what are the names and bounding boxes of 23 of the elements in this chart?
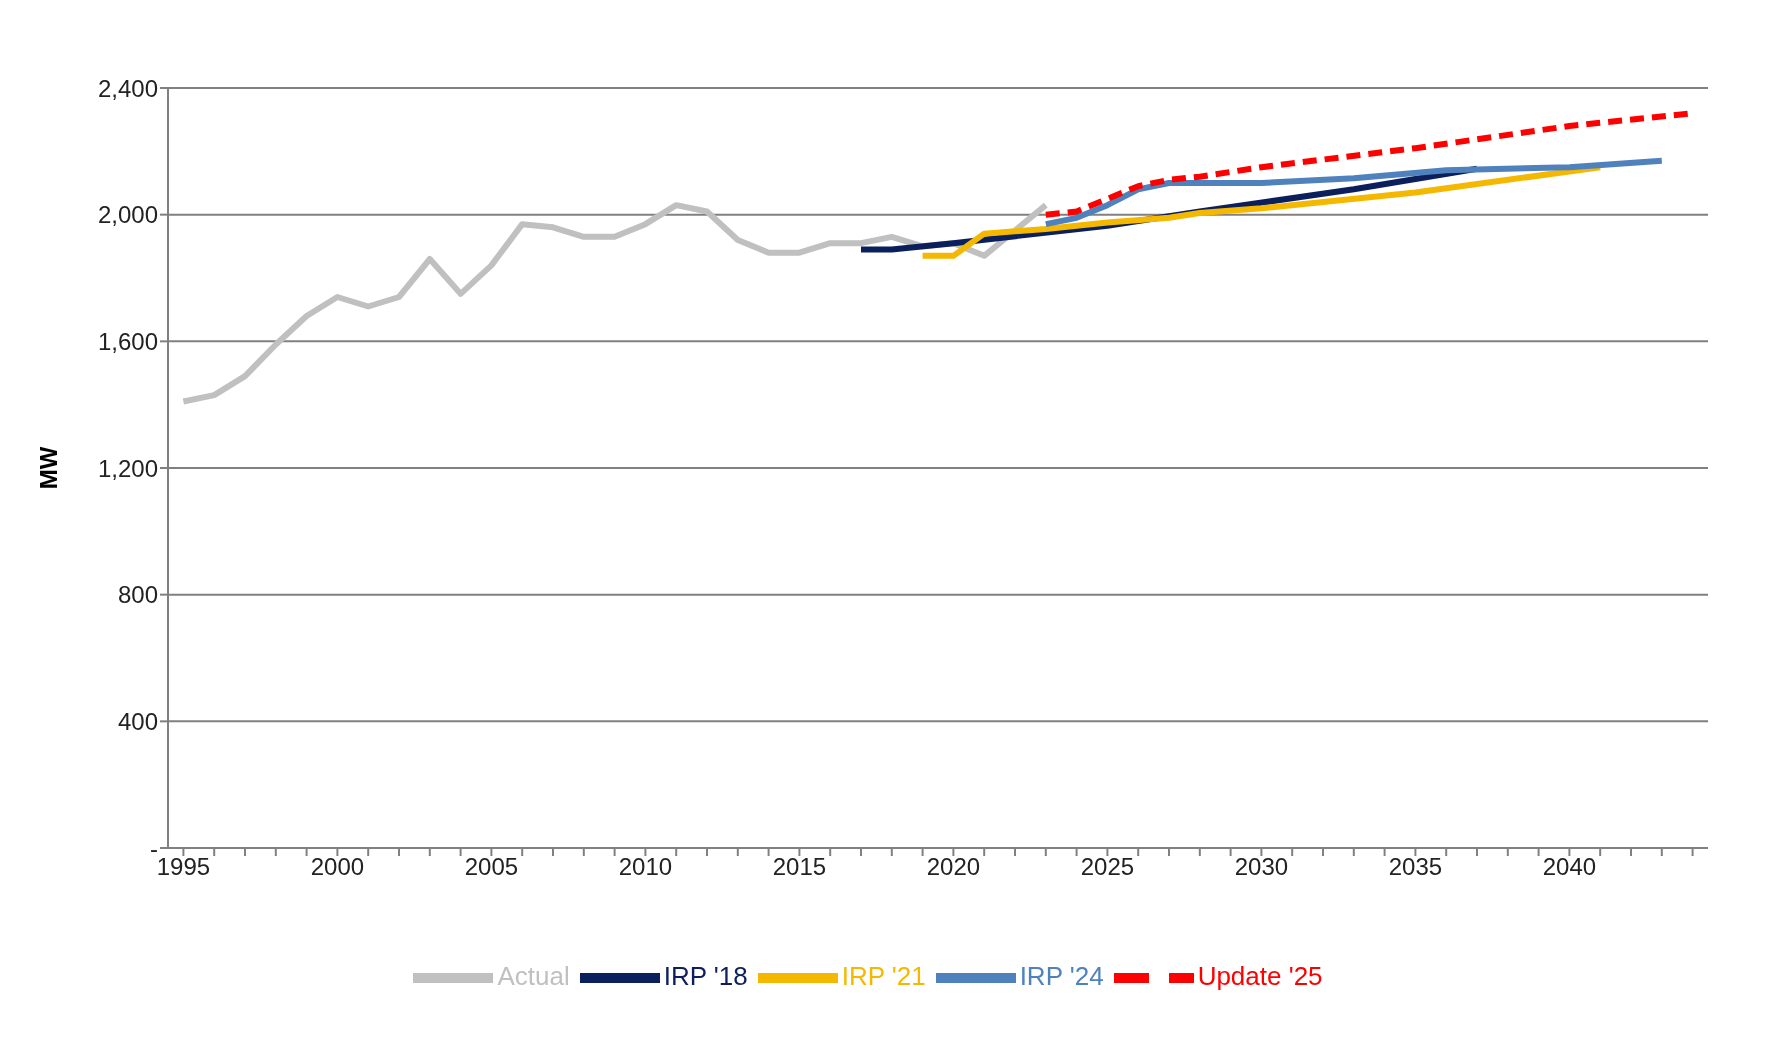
legend-label: Actual — [497, 960, 570, 991]
x-tick-label: 2005 — [464, 853, 519, 881]
y-tick-label: 2,400 — [97, 74, 158, 102]
x-tick-label: 2040 — [1542, 853, 1597, 881]
x-tick-label: 2015 — [772, 853, 827, 881]
legend-label: Update '25 — [1197, 960, 1323, 991]
y-tick-label: 1,200 — [97, 454, 158, 482]
y-tick-label: 2,000 — [97, 201, 158, 229]
legend-label: IRP '21 — [841, 960, 926, 991]
x-tick-label: 2035 — [1388, 853, 1443, 881]
x-tick-label: 2000 — [310, 853, 365, 881]
y-axis-title: MW — [34, 446, 62, 490]
y-tick-label: 800 — [117, 581, 158, 609]
x-tick-label: 2025 — [1080, 853, 1135, 881]
legend-label: IRP '24 — [1019, 960, 1104, 991]
y-tick-label: 400 — [117, 707, 158, 735]
y-tick-label: - — [150, 834, 158, 862]
y-tick-label: 1,600 — [97, 327, 158, 355]
x-tick-label: 2010 — [618, 853, 673, 881]
legend-label: IRP '18 — [663, 960, 748, 991]
x-tick-label: 1995 — [156, 853, 211, 881]
x-tick-label: 2030 — [1234, 853, 1289, 881]
x-tick-label: 2020 — [926, 853, 981, 881]
